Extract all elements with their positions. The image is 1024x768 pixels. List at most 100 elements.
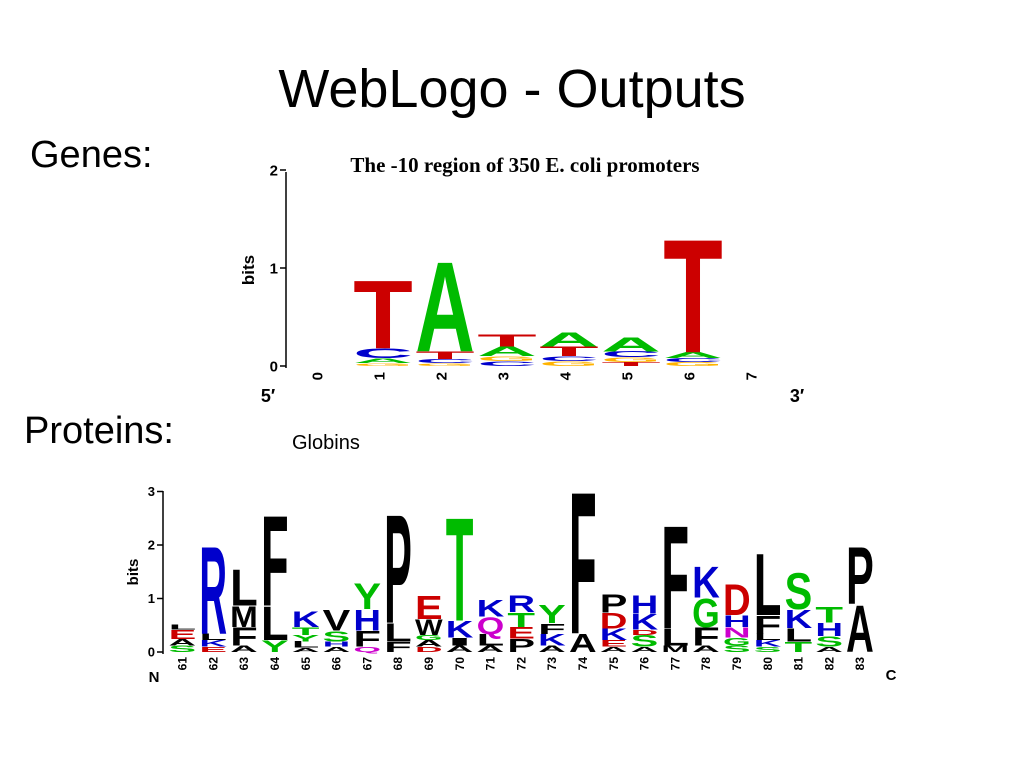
logo-letter-N: N xyxy=(723,625,751,641)
dna-x-tick-label: 3 xyxy=(495,372,512,380)
logo-letter-L: L xyxy=(199,633,227,643)
logo-letter-D: D xyxy=(631,628,659,636)
logo-letter-S: S xyxy=(723,644,751,654)
logo-letter-I: I xyxy=(446,636,474,648)
logo-letter-A: A xyxy=(230,644,258,654)
logo-letter-R: R xyxy=(507,590,535,617)
logo-letter-H: H xyxy=(353,604,381,637)
logo-letter-C: C xyxy=(353,346,413,361)
logo-letter-A: A xyxy=(692,644,720,654)
dna-x-tick-label: 6 xyxy=(681,372,698,380)
logo-letter-T: T xyxy=(815,603,843,628)
logo-letter-F: F xyxy=(353,627,381,652)
logo-letter-A: A xyxy=(601,333,661,356)
protein-x-tick-label: 75 xyxy=(607,657,621,671)
logo-letter-H: H xyxy=(631,591,659,620)
logo-letter-P: P xyxy=(846,530,874,621)
protein-x-tick-label: 72 xyxy=(514,657,528,671)
logo-letter-T: T xyxy=(292,625,320,637)
logo-letter-L: L xyxy=(384,619,412,648)
logo-letter-T: T xyxy=(446,487,474,652)
logo-letter-T: T xyxy=(663,207,723,387)
logo-letter-H: H xyxy=(723,613,751,631)
logo-letter-Y: Y xyxy=(292,634,320,644)
logo-letter-G: G xyxy=(415,362,475,367)
logo-letter-G: G xyxy=(353,362,413,367)
protein-x-tick-label: 68 xyxy=(391,657,405,671)
logo-letter-F: F xyxy=(692,623,720,652)
logo-letter-F: F xyxy=(261,489,289,634)
logo-letter-F: F xyxy=(230,623,258,652)
logo-letter-L: L xyxy=(292,640,320,650)
logo-letter-T: T xyxy=(477,331,537,351)
logo-letter-H: H xyxy=(323,640,351,648)
logo-letter-A: A xyxy=(846,591,874,666)
logo-letter-T: T xyxy=(415,349,475,361)
protein-x-tick-label: 64 xyxy=(268,657,282,671)
dna-x-tick-label: 2 xyxy=(433,372,450,380)
logo-letter-G: G xyxy=(477,355,537,363)
protein-logo-title: Globins xyxy=(292,432,360,454)
logo-letter-E: E xyxy=(169,627,197,642)
logo-letter-P: P xyxy=(507,635,535,656)
logo-letter-E: E xyxy=(507,625,535,643)
logo-letter-E: E xyxy=(199,646,227,654)
logo-letter-A: A xyxy=(539,328,599,351)
logo-letter-F: F xyxy=(754,611,782,640)
logo-letter-M: M xyxy=(661,644,689,654)
protein-x-tick-label: 83 xyxy=(853,657,867,671)
logo-letter-K: K xyxy=(477,595,505,622)
protein-x-tick-label: 77 xyxy=(668,657,682,671)
y-tick-label: 1 xyxy=(270,260,278,277)
logo-letter-T: T xyxy=(601,361,661,367)
logo-letter-L: L xyxy=(230,558,258,616)
logo-letter-C: C xyxy=(601,350,661,359)
protein-end-left: N xyxy=(149,669,160,686)
dna-y-axis-label: bits xyxy=(239,255,258,285)
logo-letter-D: D xyxy=(415,646,443,654)
logo-letter-L: L xyxy=(169,623,197,631)
logo-letter-A: A xyxy=(292,647,320,654)
y-tick-label: 1 xyxy=(148,591,155,606)
protein-x-tick-label: 78 xyxy=(699,657,713,671)
logo-letter-S: S xyxy=(785,562,813,620)
protein-x-tick-label: 69 xyxy=(422,657,436,671)
protein-x-tick-label: 76 xyxy=(638,657,652,671)
logo-letter-Y: Y xyxy=(353,576,381,617)
protein-end-right: C xyxy=(886,667,897,684)
logo-letter-Y: Y xyxy=(261,638,289,656)
proteins-label: Proteins: xyxy=(24,410,174,452)
logo-letter-L: L xyxy=(754,633,782,643)
logo-letter-Q: Q xyxy=(477,612,505,639)
logo-letter-K: K xyxy=(292,607,320,632)
logo-letter-L: L xyxy=(661,624,689,651)
protein-x-tick-label: 74 xyxy=(576,657,590,671)
logo-letter-F: F xyxy=(538,621,566,637)
logo-letter-S: S xyxy=(631,633,659,651)
logo-letter-K: K xyxy=(600,626,628,644)
logo-letter-K: K xyxy=(446,616,474,643)
logo-letter-A: A xyxy=(323,646,351,654)
protein-x-tick-label: 65 xyxy=(299,657,313,671)
logo-letter-A: A xyxy=(538,644,566,654)
logo-letter-C: C xyxy=(477,360,537,368)
dna-y-ticks: 0 1 2 xyxy=(270,162,286,375)
logo-letter-K: K xyxy=(199,639,227,649)
logo-letter-F: F xyxy=(661,495,689,660)
dna-x-tick-label: 4 xyxy=(557,371,574,380)
logo-letter-C: C xyxy=(539,355,599,363)
logo-letter-A: A xyxy=(169,638,197,648)
logo-letter-A: A xyxy=(415,639,443,649)
logo-letter-H: H xyxy=(815,619,843,640)
